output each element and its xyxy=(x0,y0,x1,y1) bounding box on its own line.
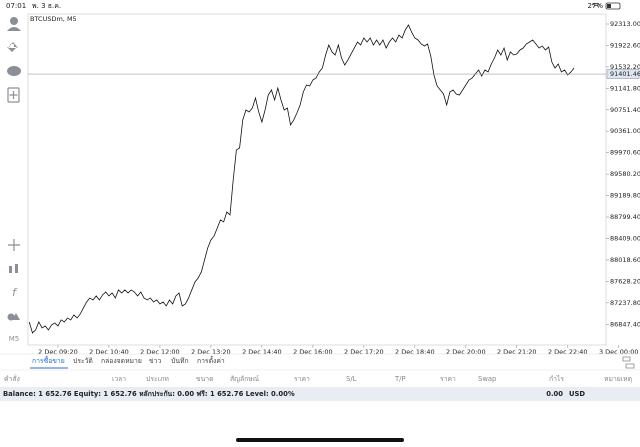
tab[interactable]: การตั้งค่า xyxy=(197,355,225,365)
x-tick-label: 2 Dec 16:00 xyxy=(293,348,333,356)
y-tick-label: 92313.00 xyxy=(610,20,640,28)
y-tick-label: 88799.40 xyxy=(610,213,640,221)
account-icon[interactable] xyxy=(10,17,18,25)
y-tick-label: 89580.20 xyxy=(610,170,640,178)
column-header: กำไร xyxy=(549,375,564,383)
column-header: T/P xyxy=(394,375,406,383)
y-tick-label: 91141.80 xyxy=(610,84,640,92)
x-tick-label: 2 Dec 12:00 xyxy=(140,348,180,356)
x-tick-label: 2 Dec 10:40 xyxy=(89,348,129,356)
x-tick-label: 2 Dec 13:20 xyxy=(191,348,231,356)
y-tick-label: 90361.00 xyxy=(610,127,640,135)
tab[interactable]: การซื้อขาย xyxy=(32,355,65,365)
y-tick-label: 88018.60 xyxy=(610,256,640,264)
left-toolbar: f xyxy=(7,17,21,321)
new-order-plus xyxy=(9,91,18,99)
crosshair-icon[interactable] xyxy=(8,239,20,251)
current-price-label: 91401.46 xyxy=(610,70,640,78)
column-header: คำสั่ง xyxy=(4,374,20,383)
objects-icon-2 xyxy=(12,313,20,320)
tab[interactable]: บันทึก xyxy=(171,357,189,365)
chart-title: BTCUSDm, M5 xyxy=(30,15,77,23)
x-tick-label: 2 Dec 20:00 xyxy=(446,348,486,356)
x-tick-label: 2 Dec 17:20 xyxy=(344,348,384,356)
account-currency: USD xyxy=(569,390,585,398)
column-header: Swap xyxy=(478,375,496,383)
column-header: สัญลักษณ์ xyxy=(230,375,260,383)
timeframe-button[interactable]: M5 xyxy=(9,335,20,343)
account-icon-body[interactable] xyxy=(7,27,21,31)
account-profit: 0.00 xyxy=(546,390,563,398)
y-tick-label: 90751.40 xyxy=(610,106,640,114)
y-tick-label: 86847.40 xyxy=(610,320,640,328)
indicators-icon[interactable]: f xyxy=(12,286,18,299)
trade-icon[interactable] xyxy=(7,42,18,52)
new-order-icon[interactable] xyxy=(7,87,20,103)
chart-layer: 92313.00 91922.60 91532.20 91141.80 90751.40… xyxy=(28,20,640,356)
x-tick-label: 2 Dec 22:40 xyxy=(548,348,588,356)
account-summary: Balance: 1 652.76 Equity: 1 652.76 หลักป… xyxy=(3,390,295,398)
tab[interactable]: ข่าว xyxy=(149,357,161,365)
account-row xyxy=(0,387,640,401)
wifi-icon xyxy=(591,3,601,7)
home-indicator xyxy=(236,438,404,442)
column-header: เวลา xyxy=(112,375,126,383)
column-header: หมายเหตุ xyxy=(604,375,632,383)
candles-icon[interactable] xyxy=(9,266,12,273)
y-tick-label: 89970.60 xyxy=(610,149,640,157)
x-tick-label: 2 Dec 18:40 xyxy=(395,348,435,356)
column-header: ประเภท xyxy=(146,375,169,383)
tab[interactable]: ประวัติ xyxy=(73,357,93,365)
tabs: การซื้อขาย ประวัติ กล่องจดหมาย ข่าว บันทึก กา… xyxy=(30,355,225,369)
current-price-box xyxy=(606,69,640,79)
y-tick-label: 87628.20 xyxy=(610,277,640,285)
battery-icon xyxy=(605,2,621,10)
x-tick-label: 2 Dec 21:20 xyxy=(497,348,537,356)
y-tick-label: 91532.20 xyxy=(610,63,640,71)
column-header: ขนาด xyxy=(196,375,214,383)
x-tick-label: 2 Dec 09:20 xyxy=(38,348,78,356)
tab[interactable]: กล่องจดหมาย xyxy=(101,357,142,365)
battery-level xyxy=(607,4,611,8)
column-header: S/L xyxy=(346,375,357,383)
panel-toggle-icon[interactable] xyxy=(622,356,635,369)
candles-icon-2 xyxy=(15,264,18,273)
column-header: ราคา xyxy=(294,375,310,383)
status-battery: 27% xyxy=(587,2,603,10)
price-line xyxy=(28,24,575,334)
y-tick-label: 89189.80 xyxy=(610,192,640,200)
chart-frame xyxy=(27,13,607,346)
status-date: พ. 3 ธ.ค. xyxy=(32,2,61,10)
column-header: ราคา xyxy=(440,375,456,383)
x-tick-label: 2 Dec 14:40 xyxy=(242,348,282,356)
chat-icon[interactable] xyxy=(7,66,21,76)
y-tick-label: 88409.00 xyxy=(610,234,640,242)
table-header: คำสั่ง เวลา ประเภท ขนาด สัญลักษณ์ ราคา S/L T/P ร… xyxy=(4,374,632,383)
y-tick-label: 91922.60 xyxy=(610,41,640,49)
x-tick-label: 3 Dec 00:00 xyxy=(599,348,639,356)
y-tick-label: 87237.80 xyxy=(610,299,640,307)
status-time: 07:01 xyxy=(6,2,26,10)
